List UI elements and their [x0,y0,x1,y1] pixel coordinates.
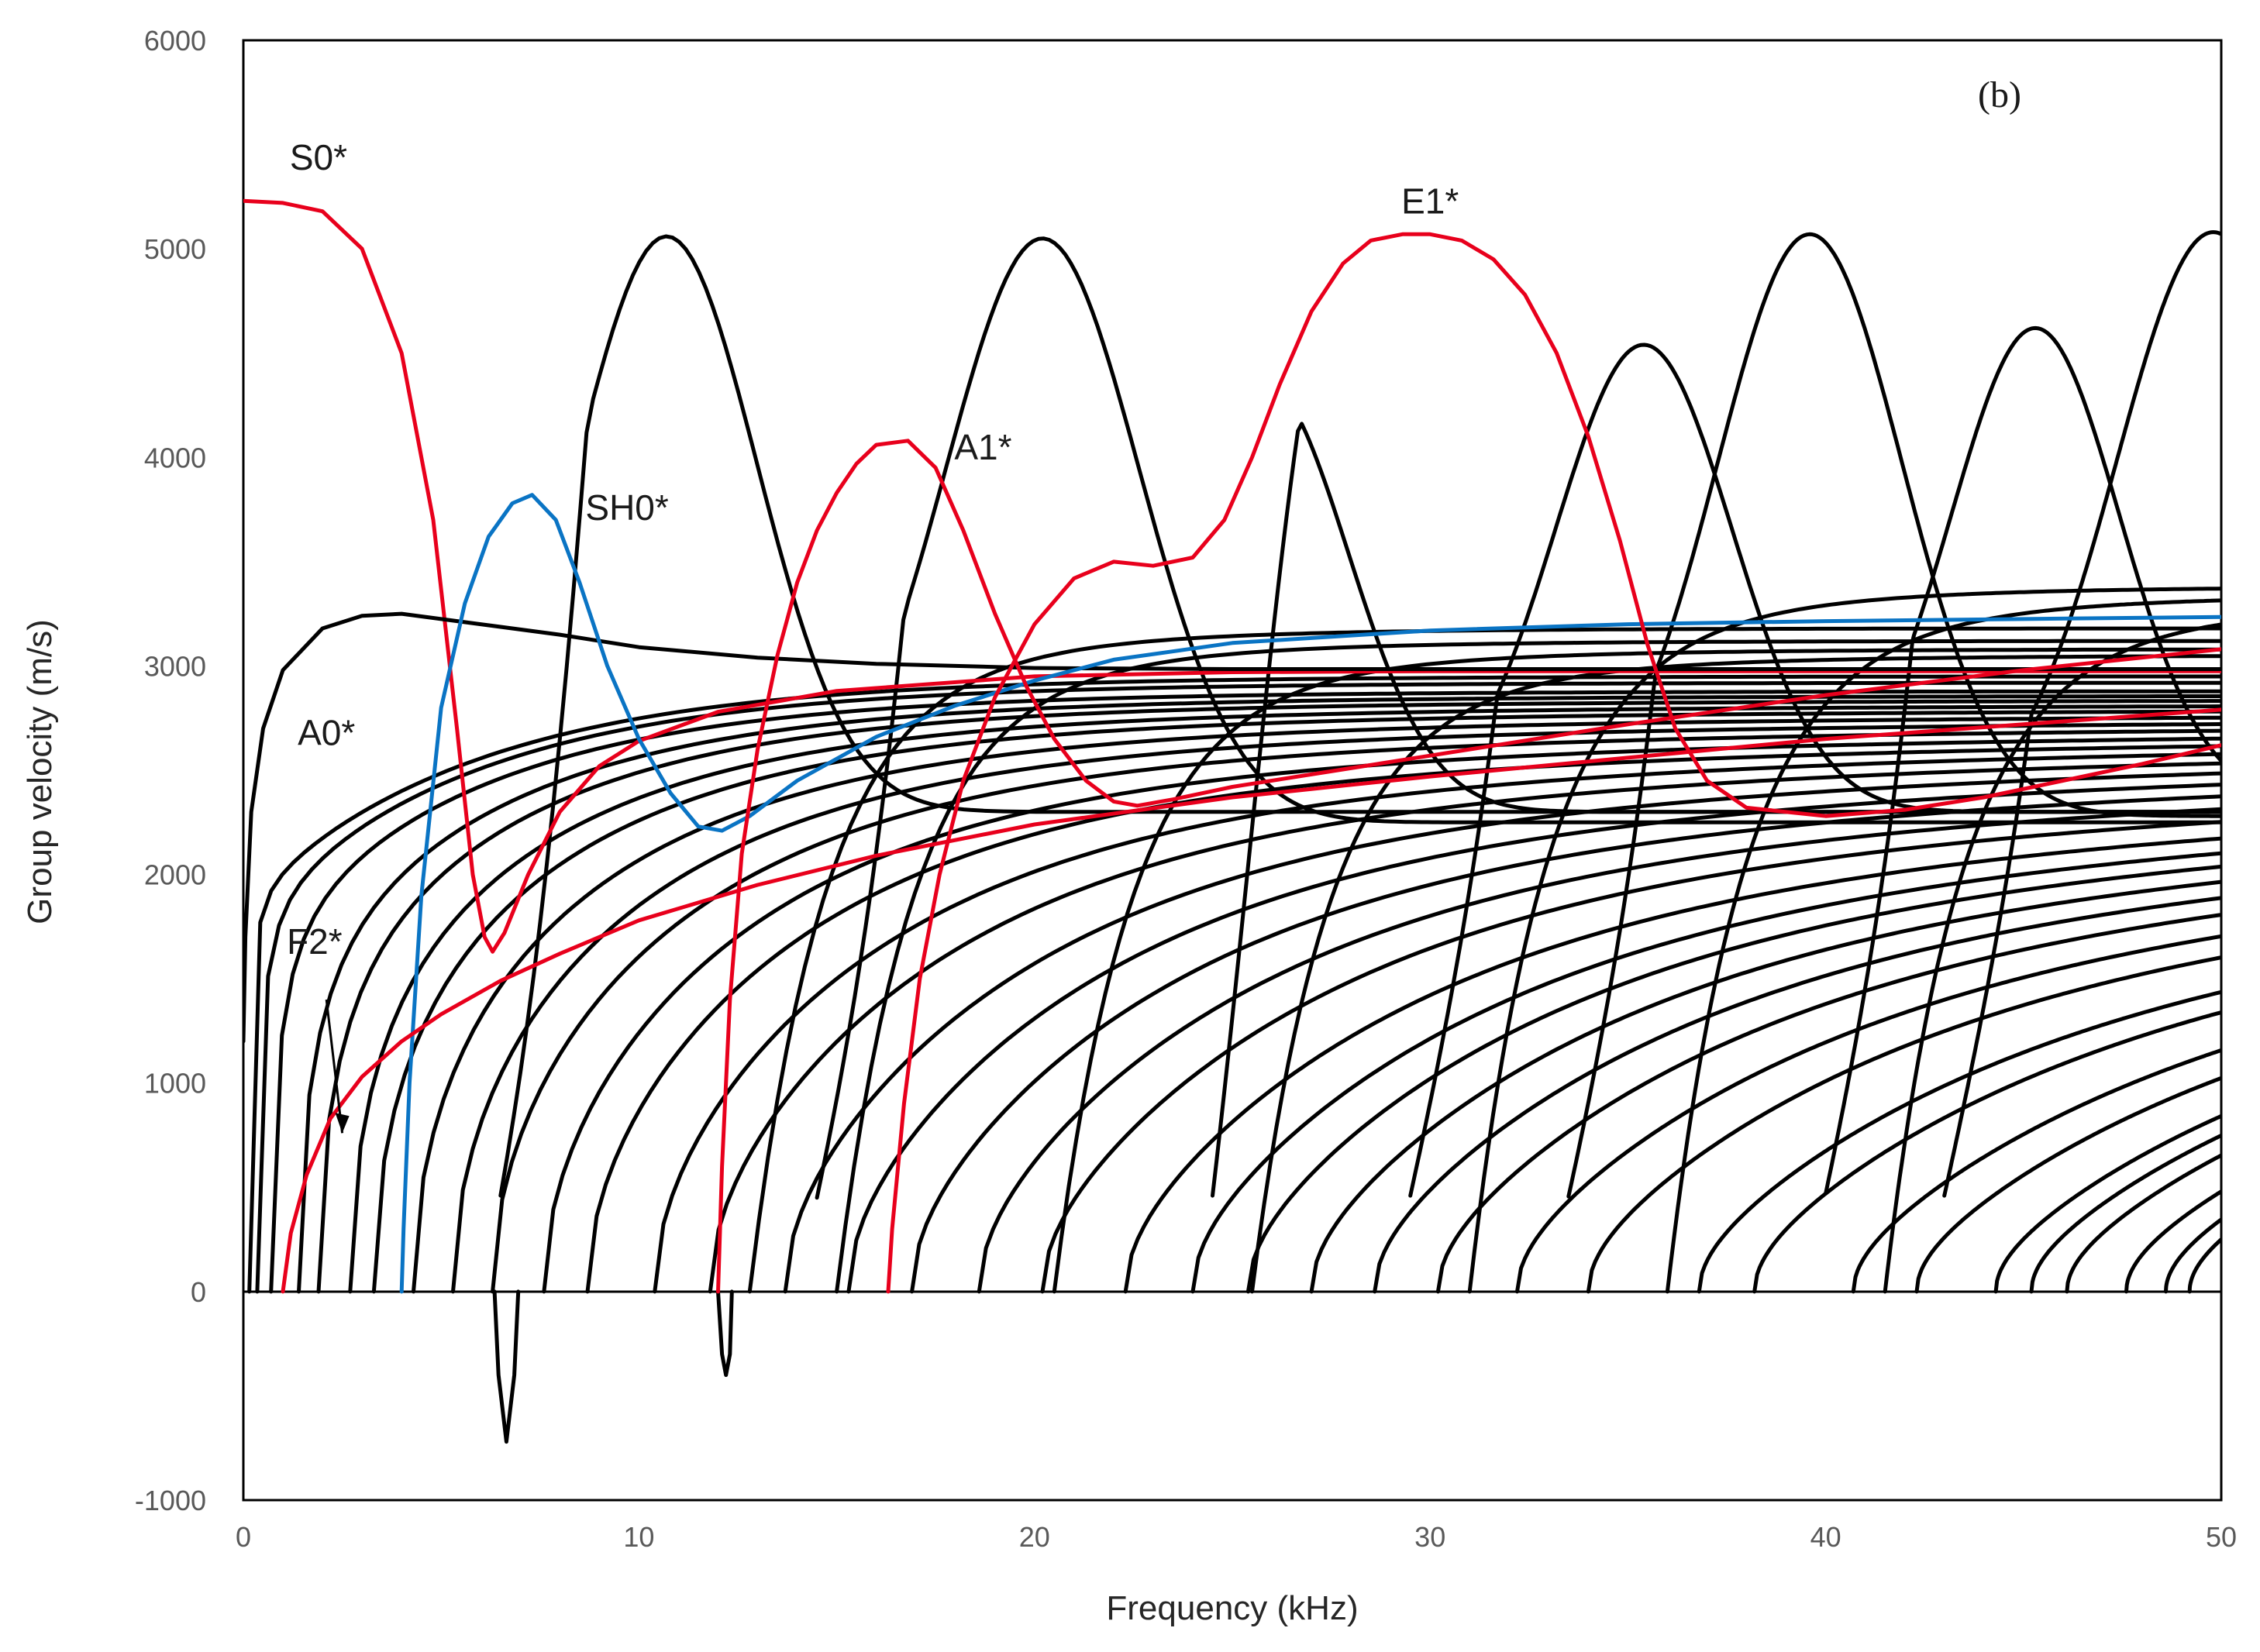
x-tick-label: 20 [1019,1521,1050,1553]
unlabeled-mode-curve [716,1289,734,1377]
plot-frame [242,39,2223,1502]
unlabeled-mode-curve [1851,1048,2221,1294]
unlabeled-mode-curve [371,709,2221,1294]
unlabeled-mode-curve [1373,896,2221,1294]
x-tick-label: 30 [1414,1521,1445,1553]
y-tick-label: 0 [191,1276,206,1308]
unlabeled-mode-curve [451,722,2221,1294]
y-tick-label: 6000 [144,25,206,57]
mode-curve-sh0 [399,493,2221,1294]
y-tick-label: 2000 [144,859,206,891]
f2-arrow-head [335,1113,350,1134]
annotation-e1: E1* [1401,181,1459,221]
unlabeled-mode-curve [2187,1237,2221,1294]
unlabeled-mode-curve [815,236,2221,1200]
unlabeled-mode-curve [1914,1076,2221,1294]
unlabeled-mode-curve [1515,934,2221,1294]
unlabeled-mode-curve [1697,989,2221,1294]
y-tick-label: 4000 [144,442,206,473]
unlabeled-mode-curve [1993,1113,2221,1294]
unlabeled-modes [247,230,2221,1444]
mode-curve-e1 [886,232,2221,1294]
unlabeled-mode-curve [1309,879,2221,1294]
unlabeled-mode-curve [1566,232,2221,1199]
unlabeled-mode-curve [492,1289,521,1444]
unlabeled-mode-curve [1942,230,2221,1198]
x-tick-label: 50 [2206,1521,2237,1553]
unlabeled-mode-curve [1190,851,2221,1294]
unlabeled-mode-curve [247,674,2221,1294]
y-axis-title: Group velocity (m/s) [21,619,59,924]
labeled-modes [243,198,2221,1294]
mode-curve-s0 [243,198,2221,954]
f2-arrow-line [325,999,344,1134]
mode-curve-a1 [716,439,2221,1294]
unlabeled-mode-curve [585,744,2221,1294]
x-tick-labels: 0 10 20 30 40 50 [236,1521,2237,1553]
x-axis-title: Frequency (kHz) [1106,1589,1358,1627]
unlabeled-mode-curve [1883,622,2221,1294]
mode-curve-a0 [243,611,2221,1044]
unlabeled-mode-curve [1250,654,2221,1294]
unlabeled-mode-curve [653,752,2221,1294]
unlabeled-mode-curve [1752,1010,2221,1294]
unlabeled-mode-curve [2065,1153,2221,1294]
y-tick-label: 3000 [144,650,206,682]
unlabeled-mode-curve [1586,955,2221,1294]
unlabeled-mode-curve [1245,864,2221,1294]
unlabeled-mode-curve [2124,1189,2221,1294]
y-tick-label: 1000 [144,1068,206,1100]
x-tick-label: 40 [1810,1521,1841,1553]
unlabeled-mode-curve [348,704,2221,1294]
x-tick-label: 10 [623,1521,654,1553]
unlabeled-mode-curve [1665,598,2221,1294]
y-tick-labels: -1000 0 1000 2000 3000 4000 5000 6000 [135,25,206,1516]
unlabeled-mode-curve [1435,913,2221,1294]
unlabeled-mode-curve [412,715,2221,1294]
unlabeled-mode-curve [491,728,2221,1294]
unlabeled-mode-curve [1467,587,2221,1294]
unlabeled-mode-curve [1123,836,2221,1294]
unlabeled-mode-curve [297,694,2221,1294]
unlabeled-mode-curve [1040,820,2221,1294]
y-tick-label: 5000 [144,233,206,265]
unlabeled-mode-curve [835,638,2221,1294]
unlabeled-mode-curve [2164,1217,2221,1294]
panel-label: (b) [1978,74,2021,115]
unlabeled-mode-curve [269,689,2221,1294]
mode-curve-f2 [281,707,2221,1294]
unlabeled-mode-curve [1824,325,2221,1196]
annotation-a0: A0* [298,713,355,753]
unlabeled-mode-curve [1052,647,2221,1294]
annotation-f2: F2* [287,921,343,962]
unlabeled-mode-curve [708,761,2221,1294]
mode-annotations: S0* A0* SH0* A1* E1* F2* [287,137,1459,1134]
x-tick-label: 0 [236,1521,251,1553]
unlabeled-mode-curve [1408,342,2221,1198]
annotation-s0: S0* [290,137,347,177]
unlabeled-mode-curve [910,794,2221,1294]
annotation-sh0: SH0* [585,487,668,528]
y-tick-label: -1000 [135,1485,206,1516]
unlabeled-mode-curve [255,680,2221,1294]
unlabeled-mode-curve [2029,1133,2221,1294]
annotation-a1: A1* [954,427,1011,467]
